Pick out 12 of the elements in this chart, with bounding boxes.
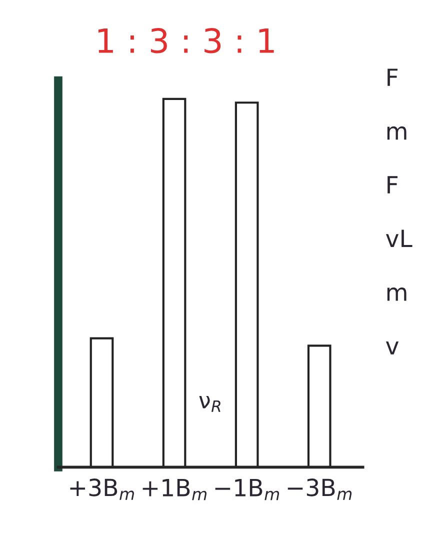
text: v: [386, 342, 399, 354]
chart-title: 1 : 3 : 3 : 1: [98, 28, 274, 54]
x-tick-label: +3B$_{m}$: [70, 478, 134, 500]
x-tick-label: −3B$_{m}$: [288, 478, 352, 500]
text: vL: [386, 230, 412, 248]
x-tick-label: −1B$_{m}$: [215, 479, 280, 500]
text: m: [387, 126, 406, 140]
annotation: ν$_{R}$: [199, 396, 220, 412]
text: F: [388, 68, 398, 86]
text: m: [387, 288, 406, 301]
x-tick-label: +1B$_{m}$: [142, 479, 206, 500]
text: F: [388, 176, 398, 194]
